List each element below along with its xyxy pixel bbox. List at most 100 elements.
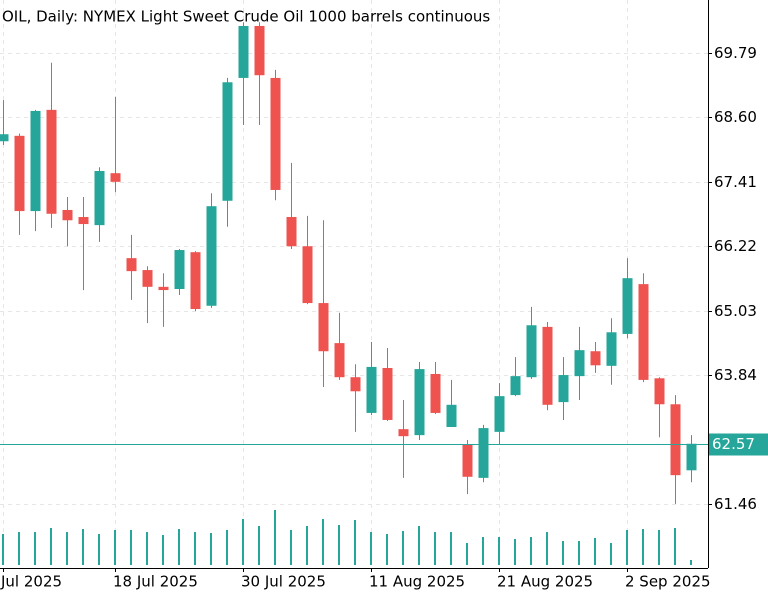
volume-bar: [370, 532, 372, 565]
volume-layer: [2, 510, 692, 565]
candle-body: [558, 375, 569, 403]
candle-body: [414, 369, 425, 436]
x-tick-label: Jul 2025: [0, 573, 62, 591]
candle-body: [158, 286, 169, 291]
volume-bar: [642, 529, 644, 565]
candle-body: [606, 332, 617, 366]
volume-bar: [546, 532, 548, 565]
candle-body: [302, 246, 313, 304]
candle-layer: [0, 22, 697, 504]
candle-body: [190, 252, 201, 310]
volume-bar: [34, 532, 36, 565]
volume-bar: [178, 529, 180, 565]
candle-body: [510, 376, 521, 396]
current-price-label: 62.57: [712, 435, 755, 453]
x-tick-label: 21 Aug 2025: [497, 573, 593, 591]
volume-bar: [98, 534, 100, 565]
candle-body: [14, 135, 25, 212]
volume-bar: [210, 533, 212, 565]
volume-bar: [674, 528, 676, 565]
candle-body: [78, 217, 89, 225]
volume-bar: [306, 526, 308, 565]
x-tick-label: 2 Sep 2025: [625, 573, 711, 591]
candle-body: [142, 270, 153, 287]
volume-bar: [130, 530, 132, 565]
candle-body: [366, 366, 377, 413]
volume-bar: [114, 530, 116, 565]
y-tick-label: 66.22: [714, 237, 757, 255]
candle-body: [46, 109, 57, 214]
x-tick-label: 18 Jul 2025: [113, 573, 198, 591]
y-tick-label: 65.03: [714, 302, 757, 320]
candle-body: [526, 325, 537, 378]
y-tick-label: 69.79: [714, 44, 757, 62]
candle-body: [686, 443, 697, 471]
candle-body: [350, 377, 361, 392]
candle-body: [110, 173, 121, 182]
candle-body: [94, 171, 105, 226]
volume-bar: [82, 529, 84, 565]
volume-bar: [354, 520, 356, 565]
x-tick-label: 30 Jul 2025: [241, 573, 326, 591]
volume-bar: [18, 532, 20, 565]
volume-bar: [274, 510, 276, 565]
candle-body: [238, 25, 249, 78]
volume-bar: [146, 532, 148, 565]
candle-body: [318, 303, 329, 352]
volume-bar: [226, 530, 228, 565]
volume-bar: [338, 525, 340, 565]
volume-bar: [690, 560, 692, 565]
candle-body: [222, 82, 233, 201]
volume-bar: [162, 535, 164, 565]
volume-bar: [658, 530, 660, 565]
volume-bar: [482, 537, 484, 565]
volume-bar: [434, 532, 436, 565]
volume-bar: [386, 534, 388, 565]
chart-title: OIL, Daily: NYMEX Light Sweet Crude Oil …: [2, 8, 490, 26]
volume-bar: [402, 531, 404, 565]
volume-bar: [418, 526, 420, 565]
overlay-layer: 61.46 63.84 65.03 66.22 67.41 68.60 69.79 Jul 2…: [0, 44, 768, 591]
volume-bar: [66, 532, 68, 565]
volume-bar: [194, 532, 196, 565]
candle-body: [462, 444, 473, 477]
candle-body: [542, 326, 553, 405]
candle-body: [638, 284, 649, 380]
volume-bar: [530, 537, 532, 565]
candle-body: [206, 206, 217, 306]
volume-bar: [450, 532, 452, 565]
volume-bar: [594, 538, 596, 565]
volume-bar: [626, 530, 628, 565]
volume-bar: [514, 539, 516, 565]
y-tick-label: 63.84: [714, 366, 757, 384]
candle-body: [62, 209, 73, 221]
candle-body: [494, 396, 505, 432]
volume-bar: [562, 541, 564, 565]
y-tick-label: 68.60: [714, 108, 757, 126]
volume-bar: [258, 526, 260, 565]
volume-bar: [2, 534, 4, 565]
candle-body: [334, 343, 345, 378]
candle-body: [254, 25, 265, 76]
current-price-box: [709, 433, 768, 456]
candle-body: [670, 404, 681, 476]
x-tick-label: 11 Aug 2025: [369, 573, 465, 591]
volume-bar: [50, 528, 52, 565]
y-tick-label: 61.46: [714, 495, 757, 513]
candle-body: [286, 217, 297, 247]
grid-layer: [0, 0, 708, 565]
candle-body: [382, 368, 393, 420]
volume-bar: [610, 543, 612, 565]
volume-bar: [290, 530, 292, 565]
candle-body: [30, 110, 41, 212]
volume-bar: [242, 519, 244, 565]
volume-bar: [498, 537, 500, 565]
candle-body: [174, 250, 185, 289]
volume-bar: [578, 541, 580, 565]
candle-body: [0, 134, 9, 142]
candle-body: [654, 378, 665, 405]
y-tick-label: 67.41: [714, 173, 757, 191]
candle-body: [478, 428, 489, 478]
volume-bar: [322, 519, 324, 565]
